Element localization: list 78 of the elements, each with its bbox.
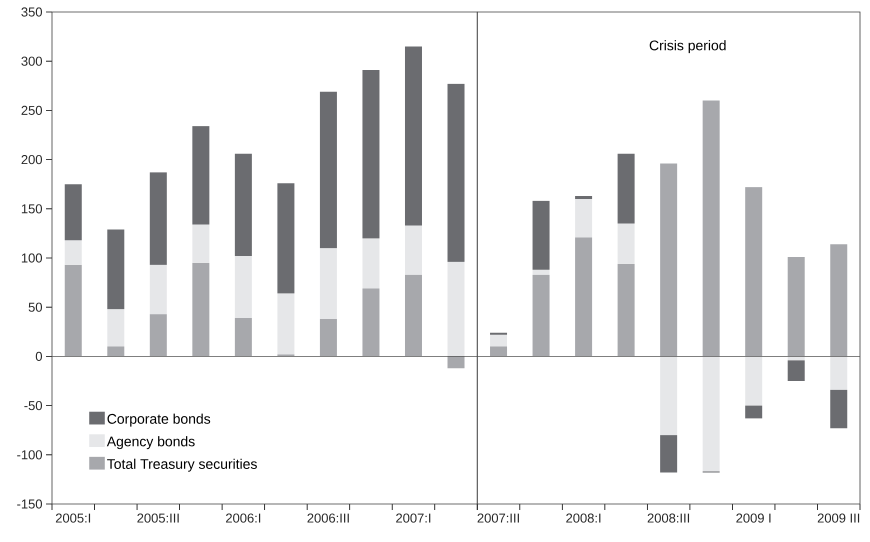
bar [192,224,210,263]
y-tick-label: -150 [17,499,42,509]
bar [64,184,82,240]
bar [192,262,210,356]
bar [234,256,252,318]
bar [745,356,762,406]
x-tick-label: 2009 I [736,513,770,523]
legend-label: Agency bonds [106,436,195,450]
bar [575,198,592,238]
x-tick-label: 2006:I [226,513,260,523]
y-tick-label: 50 [28,302,42,312]
y-tick-label: -100 [17,450,42,460]
bar [490,334,508,347]
bar [660,435,678,473]
bar [490,346,508,356]
bar [660,356,678,436]
y-tick-label: 200 [22,155,42,164]
bar [575,196,592,199]
bar [532,274,550,356]
bar [618,264,635,356]
bar [64,240,82,265]
x-tick-label: 2008:I [566,513,600,523]
y-tick-label: 150 [22,204,42,214]
y-tick-label: -50 [24,401,42,410]
x-tick-label: 2008:III [648,513,690,523]
bar [745,187,762,356]
x-tick-label: 2006:III [307,513,349,523]
bar [830,356,848,390]
bar [320,319,337,356]
bar [107,309,124,347]
bar [532,270,550,275]
bar [830,244,848,356]
bar [788,257,805,356]
bar [150,314,167,356]
bar [448,356,465,368]
bar [234,154,252,256]
x-tick-label: 2005:I [56,513,90,523]
x-tick-label: 2007:I [396,513,430,523]
bar [362,238,380,289]
bar [362,70,380,238]
bar [320,248,337,320]
x-tick-label: 2005:III [137,513,179,523]
y-tick-label: 100 [22,253,42,263]
bar [107,229,124,310]
bar [234,318,252,356]
bar [404,274,422,356]
bar [320,92,337,248]
y-tick-label: 350 [21,7,42,17]
bar [702,356,720,472]
annotation: Crisis period [650,40,726,54]
bar [64,264,82,356]
y-tick-label: 300 [21,56,42,66]
bar [660,164,678,356]
bar [618,224,635,264]
bar [448,84,465,262]
bar [277,183,294,294]
bar [107,346,124,356]
bar [448,262,465,356]
bar [745,406,762,418]
bar [788,360,805,381]
bar [277,293,294,354]
bar [150,264,167,314]
x-tick-label: 2009 III [818,513,860,523]
x-tick-label: 2007:III [478,513,519,523]
bar [404,226,422,275]
bar [150,172,167,265]
bar [830,390,848,428]
legend-label: Total Treasury securities [107,458,257,472]
legend-label: Corporate bonds [107,414,210,427]
bar [362,288,380,356]
bar [192,126,210,225]
bar [702,100,720,356]
y-tick-label: 250 [22,106,42,115]
bar [532,200,550,270]
bar [404,46,422,226]
bar [575,237,592,356]
bar [618,154,635,224]
y-tick-label: 0 [36,352,42,361]
